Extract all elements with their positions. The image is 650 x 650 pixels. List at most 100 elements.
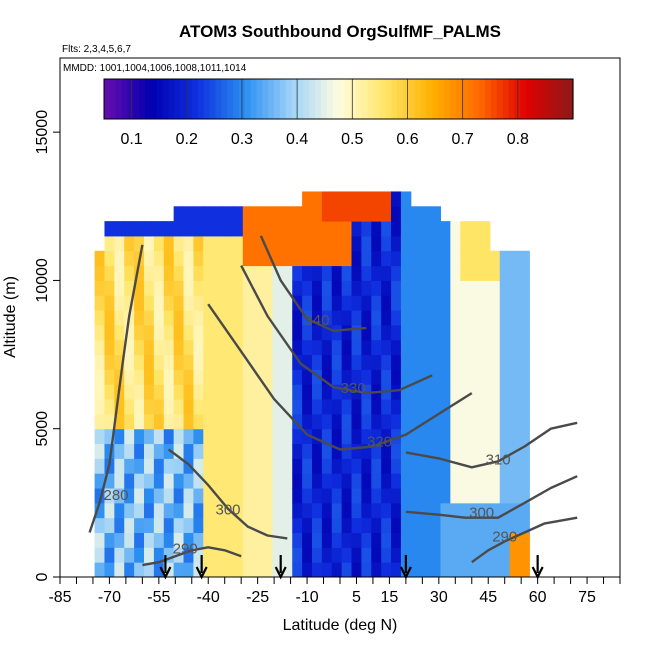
heatmap-cell bbox=[94, 265, 105, 281]
heatmap-cell bbox=[440, 488, 451, 504]
heatmap-cell bbox=[499, 517, 511, 534]
heatmap-cell bbox=[450, 502, 461, 519]
heatmap-cell bbox=[450, 532, 461, 548]
heatmap-cell bbox=[499, 413, 511, 430]
heatmap-cell bbox=[470, 265, 481, 281]
heatmap-cell bbox=[282, 458, 293, 474]
heatmap-cell bbox=[144, 310, 155, 326]
heatmap-cell bbox=[430, 206, 441, 222]
colorbar-segment bbox=[455, 79, 463, 119]
colorbar-segment bbox=[145, 79, 152, 119]
heatmap-cell bbox=[173, 235, 185, 252]
heatmap-cell bbox=[351, 324, 362, 341]
heatmap-cell bbox=[124, 339, 135, 356]
heatmap-cell bbox=[223, 562, 234, 577]
heatmap-cell bbox=[114, 547, 125, 563]
heatmap-cell bbox=[499, 502, 511, 519]
heatmap-cell bbox=[331, 221, 343, 237]
heatmap-cell bbox=[450, 458, 461, 474]
heatmap-cell bbox=[391, 369, 402, 385]
heatmap-cell bbox=[460, 280, 471, 296]
heatmap-cell bbox=[351, 295, 362, 311]
heatmap-cell bbox=[509, 399, 521, 415]
heatmap-cell bbox=[232, 295, 244, 311]
heatmap-cell bbox=[193, 399, 204, 415]
heatmap-cell bbox=[262, 443, 273, 459]
heatmap-cell bbox=[203, 428, 214, 445]
heatmap-cell bbox=[450, 399, 461, 415]
heatmap-cell bbox=[134, 473, 145, 489]
colorbar-segment bbox=[402, 79, 410, 119]
heatmap-cell bbox=[302, 428, 313, 445]
colorbar-segment bbox=[496, 79, 504, 119]
heatmap-cell bbox=[381, 324, 392, 341]
heatmap-cell bbox=[134, 310, 145, 326]
heatmap-cell bbox=[114, 324, 125, 341]
heatmap-cell bbox=[94, 473, 105, 489]
heatmap-cell bbox=[499, 295, 511, 311]
heatmap-cell bbox=[400, 428, 412, 445]
heatmap-cell bbox=[203, 473, 214, 489]
heatmap-cell bbox=[371, 354, 382, 370]
isentrope-contours bbox=[88, 235, 578, 567]
heatmap-cell bbox=[470, 339, 481, 356]
isentrope-label: 320 bbox=[367, 434, 392, 451]
heatmap-cell bbox=[381, 206, 392, 222]
colorbar-segment bbox=[127, 79, 134, 119]
heatmap-cell bbox=[282, 532, 293, 548]
heatmap-cell bbox=[361, 191, 372, 207]
heatmap-cell bbox=[351, 428, 362, 445]
heatmap-cell bbox=[144, 295, 155, 311]
heatmap-cell bbox=[470, 428, 481, 445]
heatmap-cell bbox=[410, 502, 422, 519]
heatmap-cell bbox=[391, 295, 402, 311]
heatmap-cell bbox=[203, 562, 214, 577]
heatmap-cell bbox=[450, 250, 461, 267]
heatmap-cell bbox=[144, 502, 155, 519]
heatmap-cell bbox=[232, 206, 244, 222]
heatmap-cell bbox=[450, 369, 461, 385]
heatmap-cell bbox=[262, 399, 273, 415]
heatmap-cell bbox=[381, 354, 392, 370]
heatmap-cell bbox=[440, 562, 451, 577]
heatmap-cell bbox=[302, 473, 313, 489]
heatmap-cell bbox=[272, 295, 283, 311]
heatmap-cell bbox=[144, 250, 155, 267]
heatmap-cell bbox=[134, 413, 145, 430]
isentrope-label: 280 bbox=[103, 487, 128, 504]
heatmap-cell bbox=[153, 369, 165, 385]
heatmap-cell bbox=[509, 280, 521, 296]
heatmap-cell bbox=[391, 488, 402, 504]
heatmap-cell bbox=[341, 265, 353, 281]
heatmap-cell bbox=[430, 532, 441, 548]
heatmap-cell bbox=[430, 369, 441, 385]
colorbar-segment bbox=[168, 79, 175, 119]
heatmap-cell bbox=[242, 206, 254, 222]
heatmap-cell bbox=[223, 295, 234, 311]
heatmap-cell bbox=[262, 265, 273, 281]
heatmap-cell bbox=[232, 428, 244, 445]
heatmap-cell bbox=[312, 265, 323, 281]
heatmap-cell bbox=[460, 265, 471, 281]
heatmap-cell bbox=[203, 488, 214, 504]
heatmap-cell bbox=[499, 458, 511, 474]
heatmap-cell bbox=[213, 562, 224, 577]
colorbar-segment bbox=[385, 79, 392, 119]
heatmap-cell bbox=[312, 532, 323, 548]
heatmap-cell bbox=[430, 547, 441, 563]
heatmap-cell bbox=[430, 324, 441, 341]
heatmap-cell bbox=[134, 221, 145, 237]
heatmap-cell bbox=[460, 399, 471, 415]
heatmap-cell bbox=[420, 488, 432, 504]
heatmap-cell bbox=[351, 399, 362, 415]
colorbar-segment bbox=[162, 79, 170, 119]
heatmap-cell bbox=[183, 443, 194, 459]
colorbar-segment bbox=[268, 79, 275, 119]
heatmap-cell bbox=[391, 339, 402, 356]
heatmap-cell bbox=[213, 295, 224, 311]
heatmap-cell bbox=[371, 443, 382, 459]
heatmap-cell bbox=[153, 399, 165, 415]
heatmap-cell bbox=[104, 280, 115, 296]
heatmap-cell bbox=[282, 339, 293, 356]
heatmap-cell bbox=[252, 547, 264, 563]
